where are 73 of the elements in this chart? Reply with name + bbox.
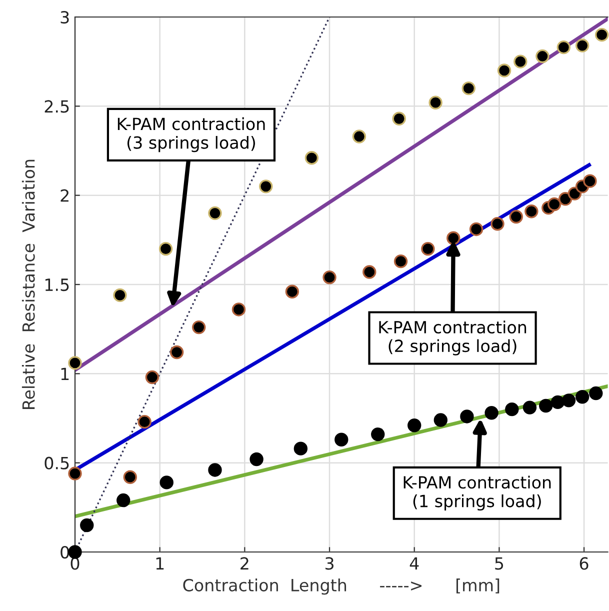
point [392, 112, 406, 126]
point [536, 49, 550, 64]
point [594, 28, 609, 42]
point [170, 345, 184, 360]
point [285, 284, 300, 298]
y-tick-label: 1.5 [45, 278, 69, 292]
annotation: K-PAM contraction (1 springs load) [404, 476, 551, 511]
point [575, 38, 590, 52]
point [434, 413, 448, 427]
point [539, 398, 553, 413]
x-axis-title: Contraction Length -----> [mm] [183, 578, 500, 595]
point [497, 64, 512, 78]
point [304, 151, 319, 165]
point [294, 442, 308, 456]
point [80, 518, 94, 532]
x-tick-label: 2 [240, 557, 248, 570]
point [522, 400, 537, 414]
y-tick-label: 0 [60, 546, 70, 559]
point [583, 174, 597, 188]
point [558, 192, 572, 206]
point [505, 402, 519, 416]
point [160, 476, 174, 490]
point [232, 302, 246, 316]
point [462, 81, 476, 96]
annotation: K-PAM contraction (2 springs load) [379, 320, 526, 356]
y-tick-label: 2.5 [44, 100, 69, 113]
point [138, 414, 152, 429]
point [509, 210, 524, 224]
point [514, 54, 528, 68]
point [334, 432, 348, 446]
point [460, 410, 474, 424]
point [550, 395, 565, 410]
point [469, 222, 484, 236]
point [547, 197, 562, 212]
point [113, 288, 127, 302]
point [250, 452, 264, 466]
point [208, 206, 222, 220]
x-tick-label: 4 [410, 557, 419, 570]
x-tick-label: 6 [580, 557, 588, 570]
point [556, 40, 571, 54]
point [68, 466, 82, 480]
point [408, 418, 422, 432]
annotation: K-PAM contraction (3 springs load) [118, 117, 265, 152]
point [322, 270, 336, 284]
point [589, 386, 603, 400]
point [446, 231, 460, 245]
point [575, 390, 590, 404]
x-tick-label: 3 [325, 557, 334, 570]
point [116, 493, 130, 508]
point [362, 265, 376, 279]
y-tick-label: 0.5 [44, 456, 69, 470]
y-tick-label: 2 [60, 189, 68, 202]
point [192, 320, 206, 334]
point [484, 406, 498, 420]
point [524, 204, 538, 218]
point [352, 130, 366, 144]
y-tick-label: 3 [60, 10, 69, 24]
point [421, 242, 435, 256]
point [562, 394, 576, 408]
x-tick-label: 1 [156, 557, 164, 570]
point [145, 370, 160, 384]
x-tick-label: 5 [495, 557, 504, 570]
point [259, 180, 273, 194]
point [208, 463, 222, 477]
point [123, 470, 137, 484]
point [158, 242, 173, 256]
point [371, 427, 385, 442]
point [490, 217, 504, 231]
point [394, 254, 408, 268]
y-tick-label: 1 [61, 368, 69, 380]
point [68, 356, 82, 370]
y-axis-title: Relative Resistance Variation [22, 160, 35, 409]
point [428, 96, 442, 110]
